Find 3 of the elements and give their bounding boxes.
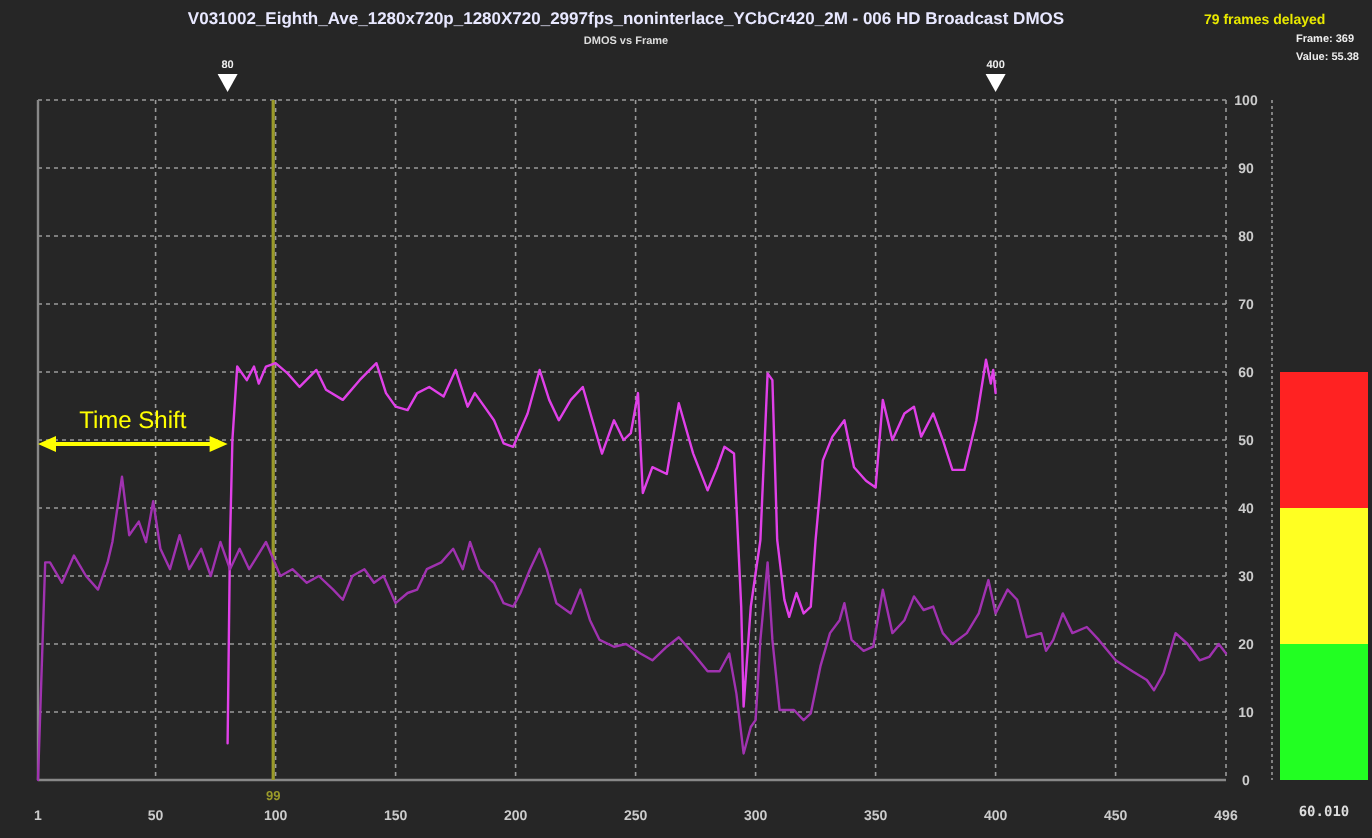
line-series bbox=[226, 358, 997, 745]
chart-title: V031002_Eighth_Ave_1280x720p_1280X720_2997fps_noninterlace_YCbCr420_2M - 006 HD Broadcast DMOS bbox=[187, 8, 1065, 28]
annotation: Time Shift bbox=[79, 406, 188, 434]
